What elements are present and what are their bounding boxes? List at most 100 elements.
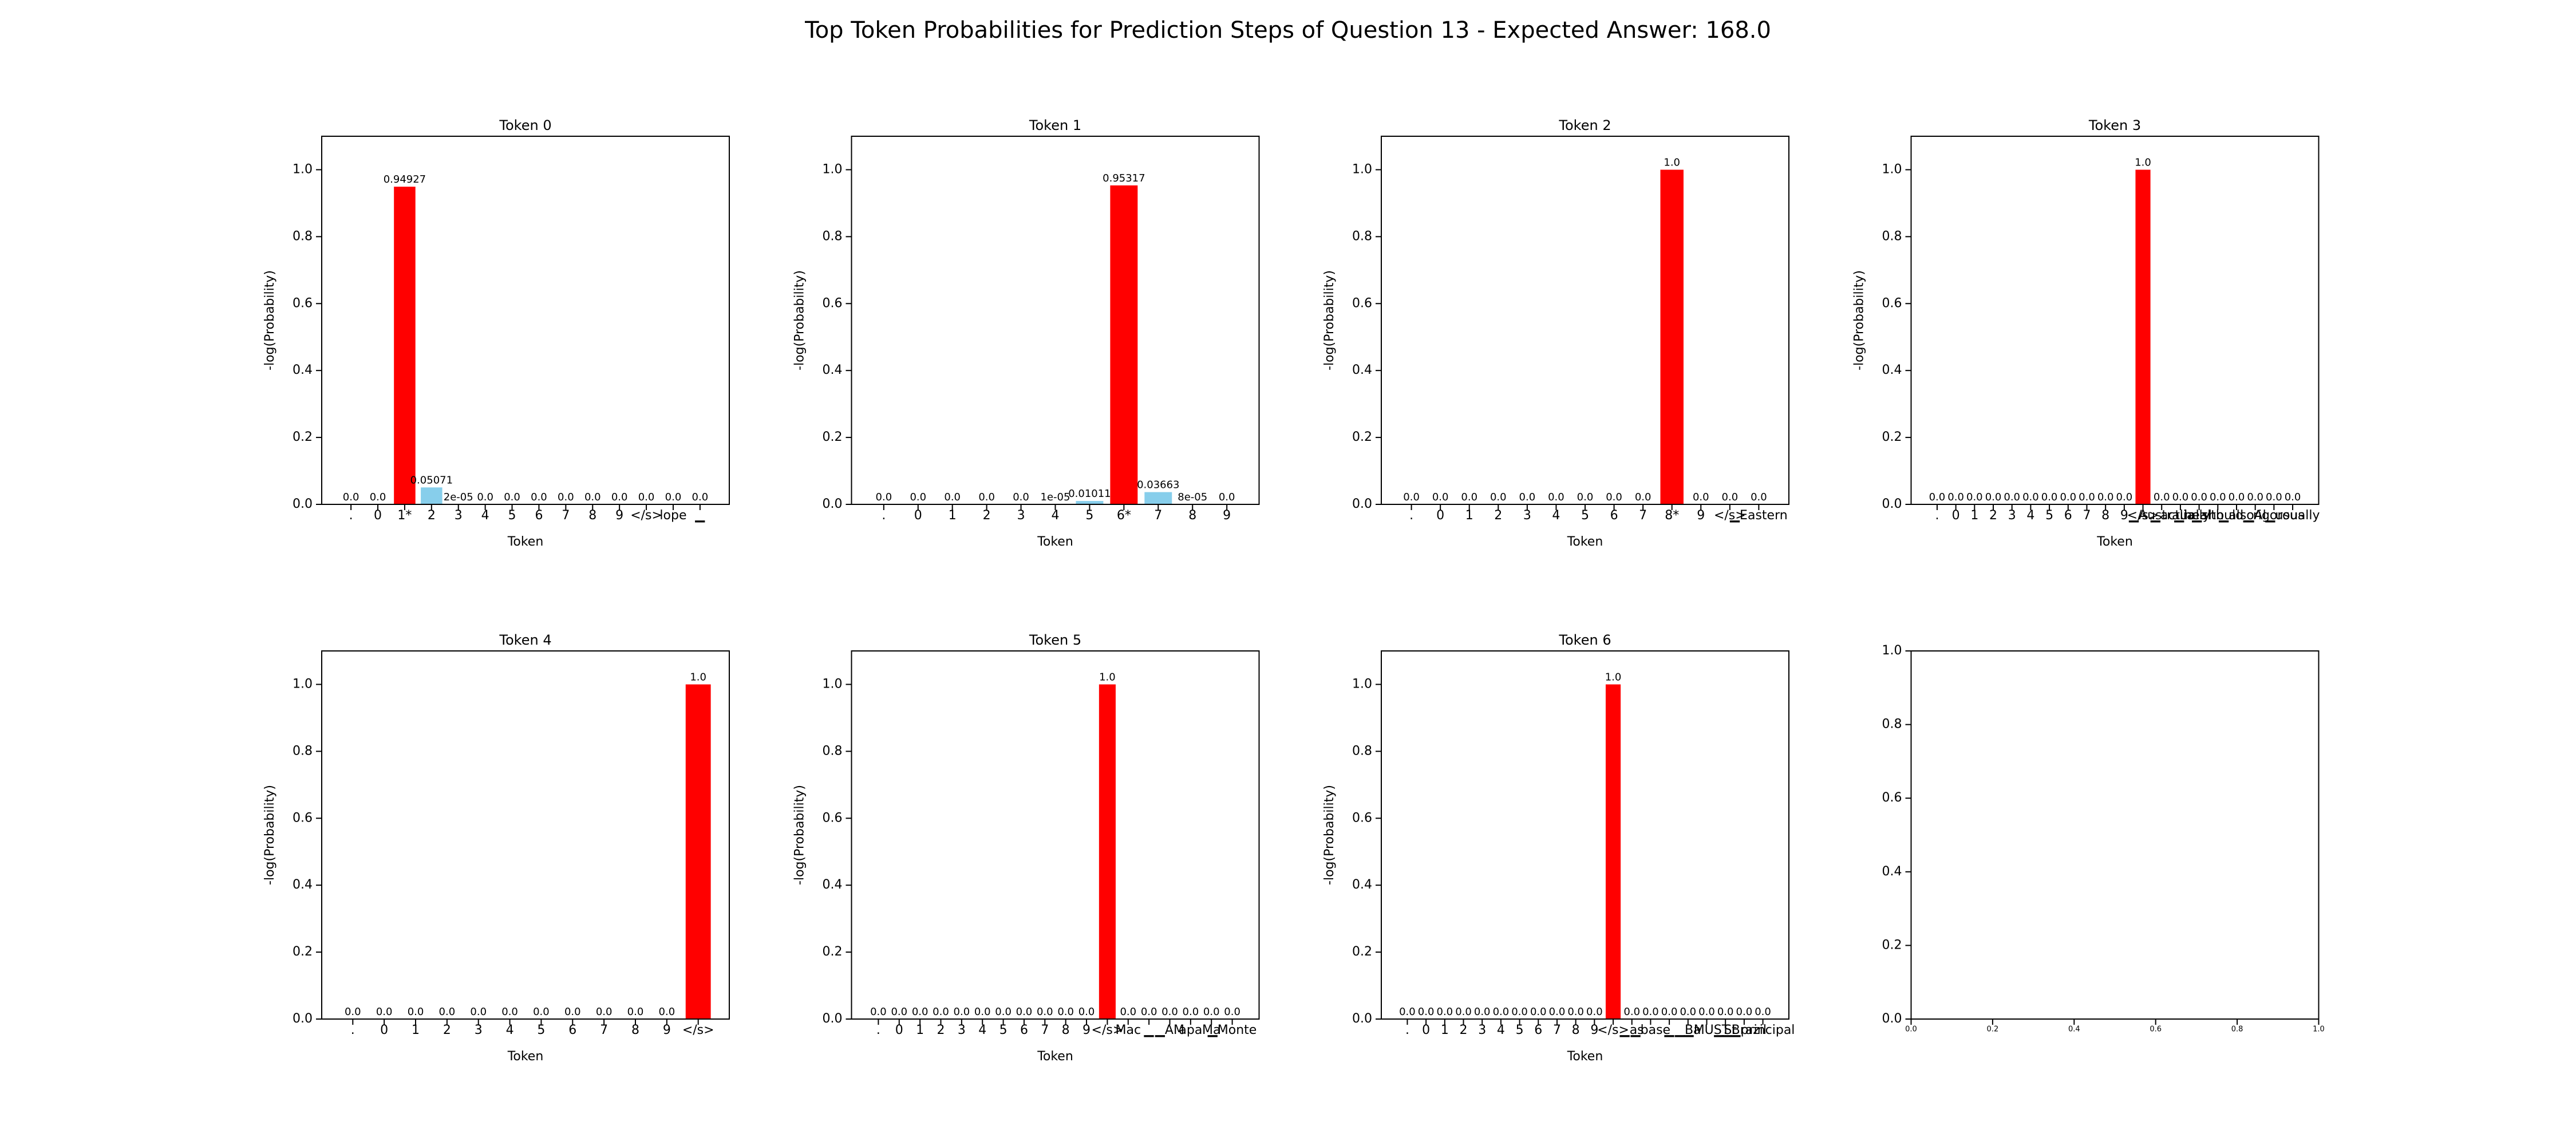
value-label: 0.0 — [2116, 491, 2133, 503]
value-label: 0.0 — [2172, 491, 2189, 503]
x-tick-label: ▁as — [1619, 1023, 1644, 1037]
x-tick-label: 0 — [1952, 508, 1960, 523]
x-tick-label: . — [1935, 508, 1939, 523]
x-tick-label: </s> — [630, 508, 662, 523]
value-label: 0.0 — [995, 1006, 1012, 1018]
value-label: 0.01011 — [1068, 488, 1111, 500]
bar — [1660, 169, 1684, 504]
y-axis-label: -log(Probability) — [1322, 785, 1337, 885]
value-label: 0.05071 — [410, 474, 453, 486]
y-tick-label: 0.6 — [1352, 811, 1372, 825]
x-tick-label: 0 — [1422, 1023, 1430, 1037]
y-tick-label: 1.0 — [823, 677, 843, 691]
x-tick-label: ▁Monte — [1207, 1023, 1257, 1037]
x-tick-label: 7 — [600, 1023, 608, 1037]
value-label: 0.0 — [870, 1006, 887, 1018]
y-tick-label: 1.0 — [1882, 162, 1902, 176]
x-tick-label: ▁AM — [1155, 1023, 1184, 1037]
value-label: 0.95317 — [1103, 172, 1145, 184]
x-tick-label: 3 — [1523, 508, 1531, 523]
x-tick-label: . — [876, 1023, 880, 1037]
value-label: 0.0 — [343, 491, 359, 503]
y-tick-label: 0.2 — [823, 945, 843, 959]
value-label: 0.0 — [376, 1006, 393, 1018]
value-label: 0.0 — [876, 491, 892, 503]
x-axis-label: Token — [2096, 535, 2133, 549]
x-tick-label: 4 — [2026, 508, 2034, 523]
bar — [421, 487, 442, 504]
x-tick-label: 0 — [374, 508, 382, 523]
y-tick-label: 0.8 — [823, 744, 843, 758]
y-tick-label: 1.0 — [823, 162, 843, 176]
x-tick-label: 4 — [506, 1023, 514, 1037]
value-label: 0.0 — [345, 1006, 361, 1018]
value-label: 0.0 — [1567, 1006, 1584, 1018]
x-tick-label: 6 — [535, 508, 543, 523]
x-tick-label: 1 — [1970, 508, 1978, 523]
x-tick-label: ▁Brazil — [1721, 1023, 1767, 1037]
figure-title: Top Token Probabilities for Prediction S… — [804, 17, 1771, 44]
y-tick-label: 0.2 — [1352, 945, 1372, 959]
x-tick-label: ▁Australia — [2128, 508, 2194, 523]
value-label: 0.0 — [1577, 491, 1594, 503]
subplot-title: Token 3 — [2088, 117, 2141, 133]
y-tick-label: 0.2 — [293, 945, 313, 959]
value-label: 0.0 — [1013, 491, 1029, 503]
x-tick-label: 1 — [412, 1023, 420, 1037]
y-tick-label: 0.0 — [293, 497, 313, 511]
y-tick-label: 0.4 — [1882, 864, 1902, 879]
subplot-title: Token 1 — [1029, 117, 1081, 133]
x-tick-label: ▁ — [1664, 1023, 1675, 1037]
x-tick-label: . — [1409, 508, 1413, 523]
y-tick-label: 0.8 — [823, 229, 843, 243]
value-label: 0.0 — [659, 1006, 675, 1018]
axes-frame — [1910, 136, 2320, 505]
x-tick-label: 3 — [2008, 508, 2016, 523]
value-label: 0.0 — [477, 491, 493, 503]
y-tick-label: 0.4 — [1352, 363, 1372, 377]
y-tick-label: 0.4 — [823, 363, 843, 377]
value-label: 1.0 — [1605, 671, 1622, 683]
x-tick-label: Mac — [1115, 1023, 1141, 1037]
value-label: 8e-05 — [1178, 491, 1207, 503]
value-label: 0.0 — [2079, 491, 2095, 503]
bar — [1144, 492, 1172, 504]
x-tick-label: 3 — [1478, 1023, 1486, 1037]
y-axis-label: -log(Probability) — [793, 785, 807, 885]
value-label: 0.0 — [370, 491, 386, 503]
x-tick-label: 8 — [2101, 508, 2109, 523]
x-tick-label: 8 — [588, 508, 596, 523]
x-tick-label: </s> — [1714, 508, 1746, 523]
x-tick-label: 2 — [428, 508, 436, 523]
x-tick-label: 6* — [1117, 508, 1131, 523]
bar — [1110, 185, 1138, 504]
y-axis-label: -log(Probability) — [1322, 270, 1337, 370]
x-axis-label: Token — [1567, 535, 1603, 549]
x-tick-label: 9 — [1223, 508, 1231, 523]
x-axis-label: Token — [507, 1049, 544, 1064]
bar — [394, 187, 416, 505]
subplot-title: Token 4 — [499, 632, 551, 648]
y-tick-label: 0.4 — [823, 878, 843, 892]
value-label: 0.0 — [1016, 1006, 1033, 1018]
y-tick-label: 0.2 — [823, 430, 843, 444]
y-tick-label: 0.2 — [1352, 430, 1372, 444]
value-label: 0.0 — [1698, 1006, 1715, 1018]
y-tick-label: 0.2 — [1882, 938, 1902, 952]
x-tick-label: 7 — [1154, 508, 1162, 523]
value-label: 0.0 — [1680, 1006, 1696, 1018]
x-tick-label: 7 — [1553, 1023, 1561, 1037]
x-tick-label: ▁should — [2191, 508, 2243, 523]
value-label: 0.0 — [504, 491, 520, 503]
value-label: 0.0 — [1490, 491, 1507, 503]
x-tick-label: . — [882, 508, 886, 523]
x-axis-label: Token — [1037, 535, 1073, 549]
bar — [2135, 169, 2151, 504]
value-label: 0.0 — [1985, 491, 2002, 503]
value-label: 1.0 — [1664, 156, 1680, 168]
x-tick-label: 6 — [2064, 508, 2072, 523]
y-tick-label: 0.6 — [293, 811, 313, 825]
value-label: 0.0 — [1755, 1006, 1771, 1018]
x-tick-label: </s> — [2127, 508, 2159, 523]
